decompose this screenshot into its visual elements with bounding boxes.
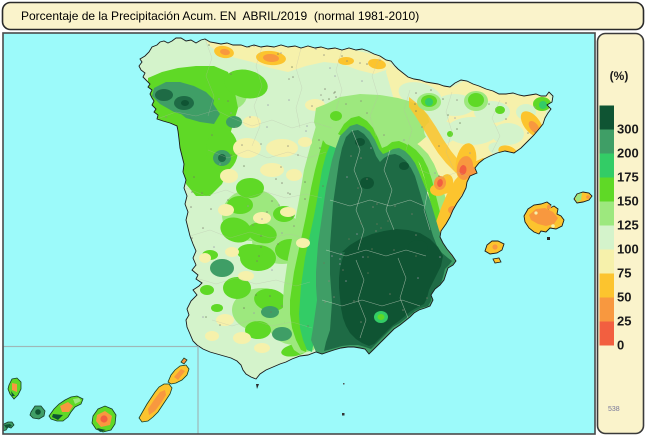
svg-text:300: 300 — [617, 122, 639, 137]
svg-text:50: 50 — [617, 290, 631, 305]
svg-text:75: 75 — [617, 266, 631, 281]
svg-text:200: 200 — [617, 146, 639, 161]
svg-text:175: 175 — [617, 170, 639, 185]
svg-text:Porcentaje de la Precipitación: Porcentaje de la Precipitación Acum. EN … — [21, 9, 419, 23]
svg-text:100: 100 — [617, 242, 639, 257]
svg-text:125: 125 — [617, 218, 639, 233]
svg-text:25: 25 — [617, 314, 631, 329]
svg-text:538: 538 — [608, 406, 620, 413]
svg-text:150: 150 — [617, 194, 639, 209]
svg-text:(%): (%) — [610, 69, 629, 83]
svg-text:0: 0 — [617, 338, 624, 353]
